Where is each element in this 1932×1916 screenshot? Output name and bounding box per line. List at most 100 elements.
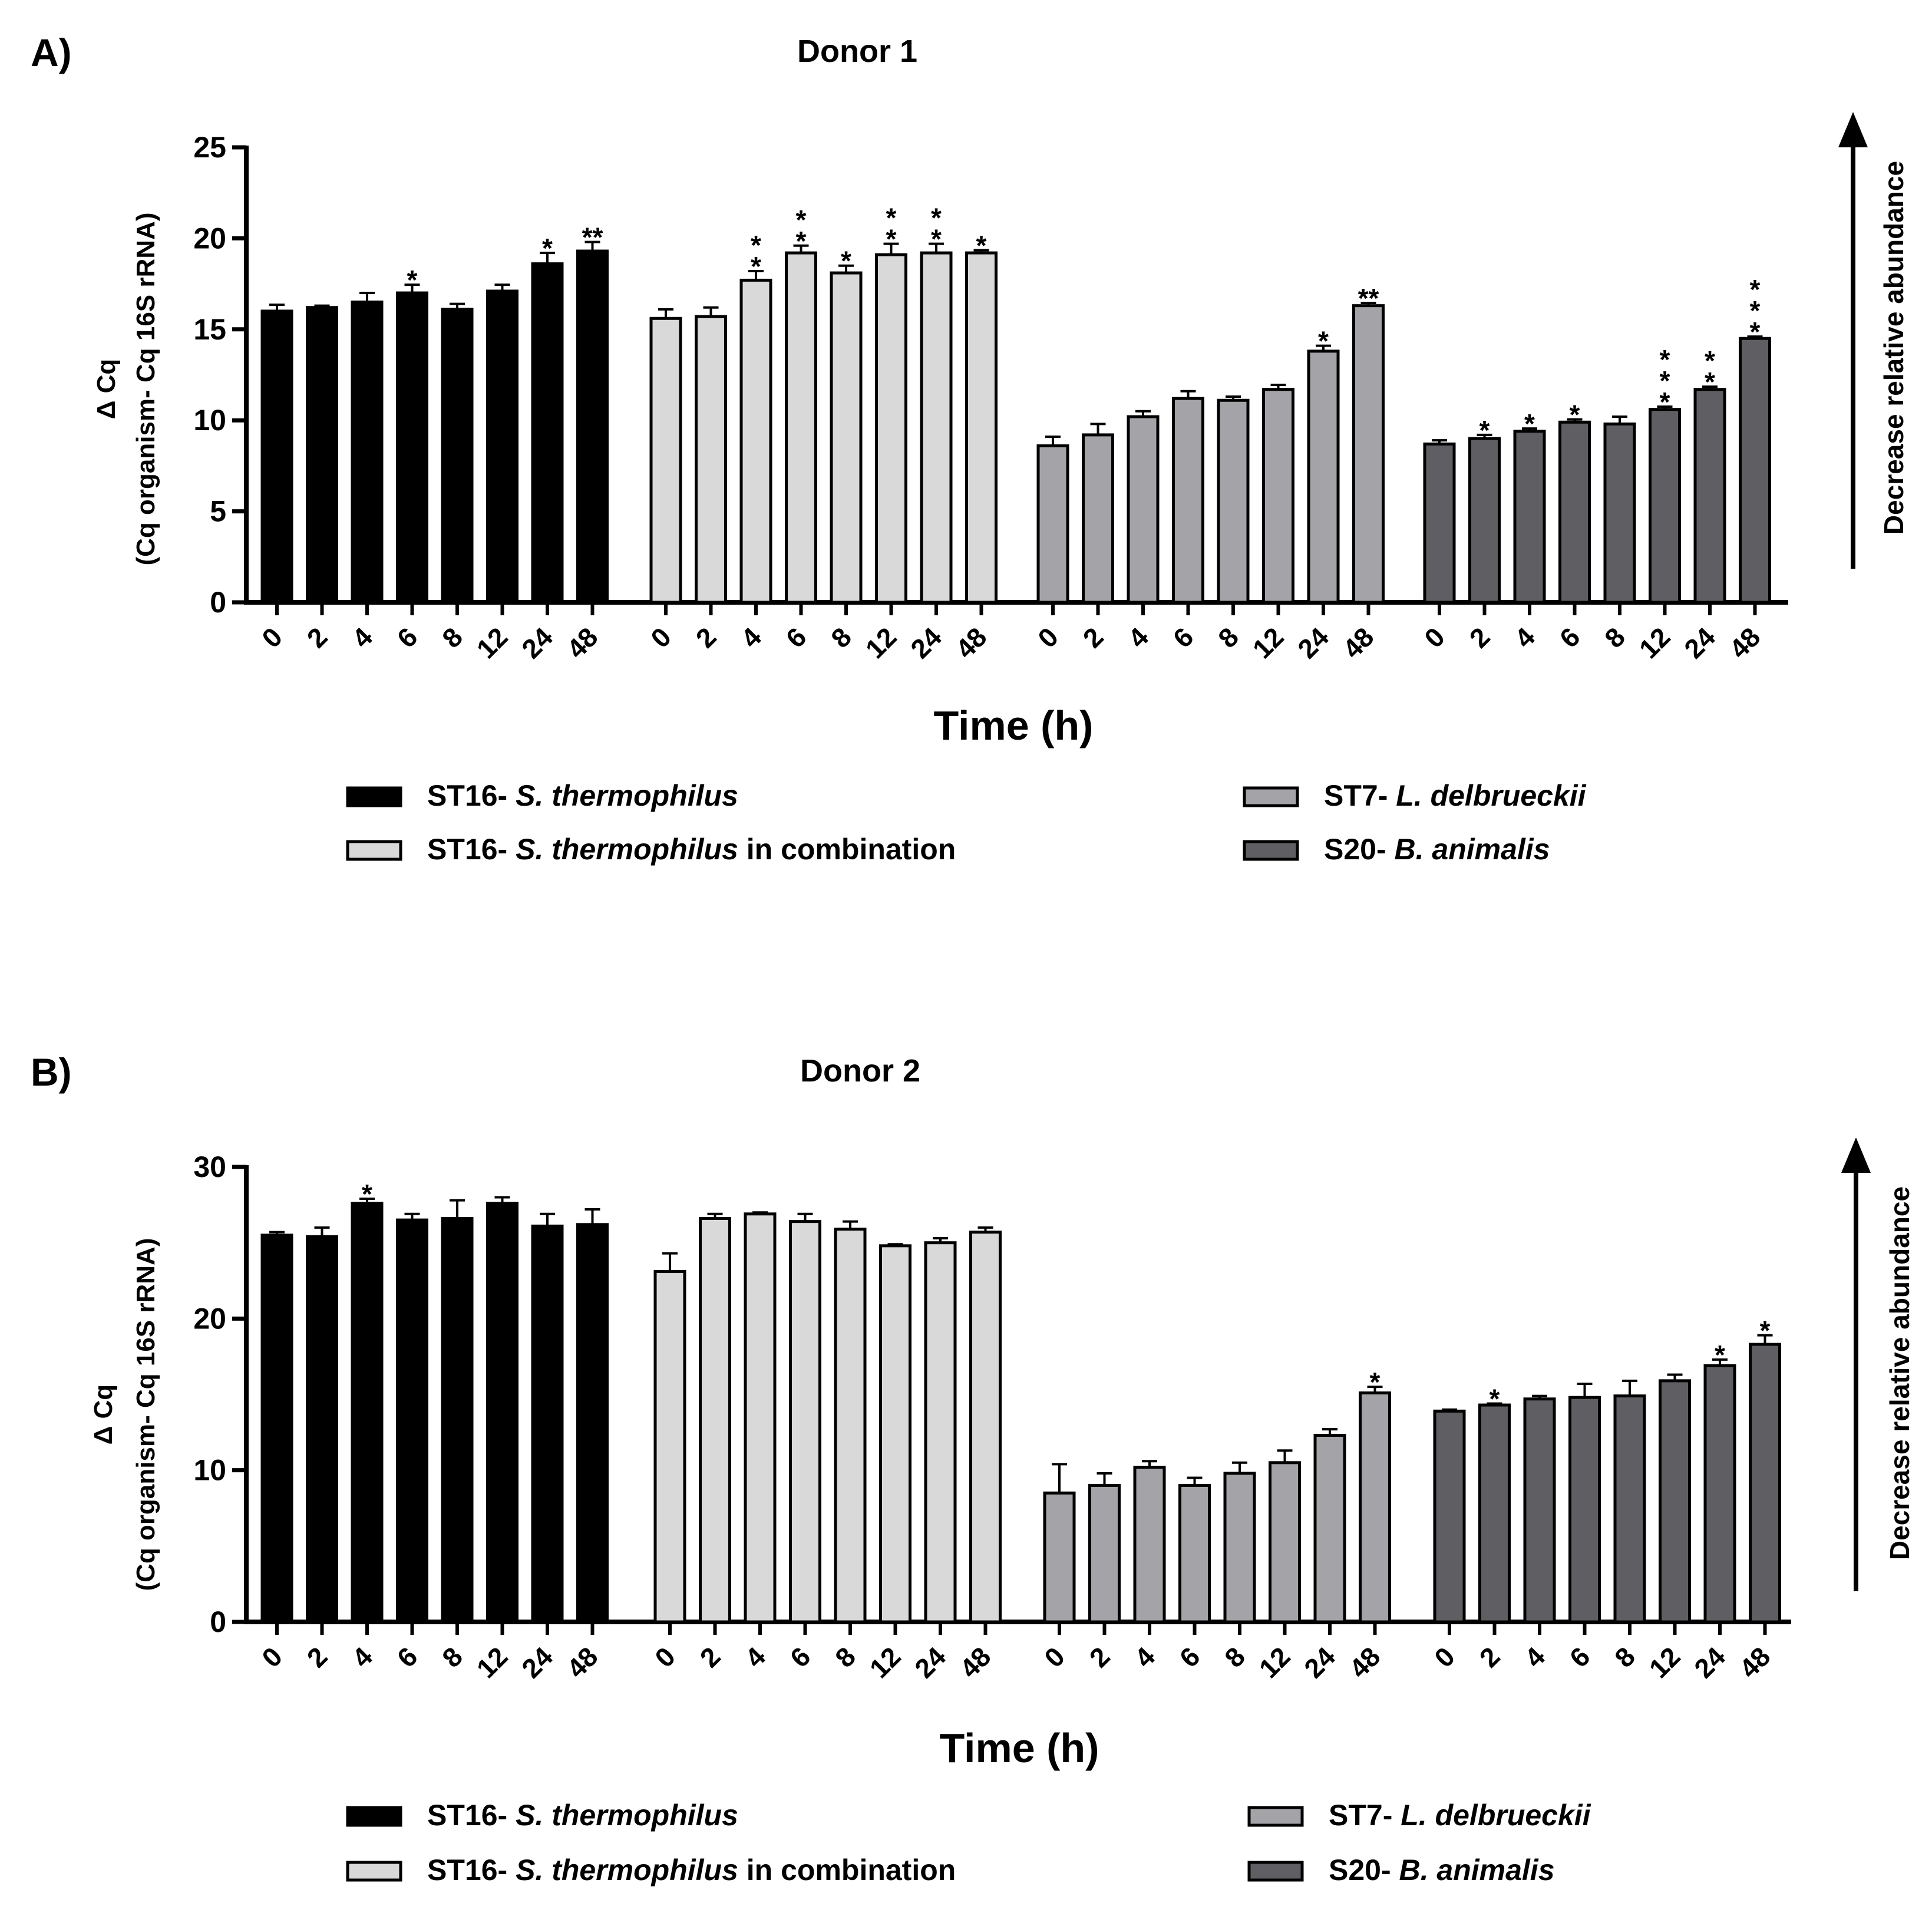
y-axis-label-line1: Δ Cq (89, 1384, 118, 1445)
significance-marker: * (931, 224, 942, 255)
bar (875, 253, 907, 604)
bar (351, 300, 384, 604)
bar (695, 315, 727, 604)
significance-marker: * (886, 203, 897, 233)
bar (306, 306, 338, 604)
bar (834, 1228, 867, 1624)
y-tick-label: 0 (210, 586, 226, 619)
legend-label-species: S. thermophilus (516, 1799, 738, 1832)
bar (351, 1202, 384, 1624)
bar (1659, 1379, 1691, 1624)
panel-title: Donor 1 (797, 34, 917, 69)
y-tick-label: 15 (193, 313, 226, 346)
bar (260, 309, 293, 604)
legend-label-species: S. thermophilus (516, 1854, 738, 1887)
y-tick-label: 30 (193, 1150, 226, 1183)
legend-label-species: B. animalis (1399, 1854, 1555, 1887)
bars: ** ** ********* ***** * ********* (260, 203, 1771, 604)
bar (1603, 422, 1636, 604)
significance-marker: * (841, 246, 851, 276)
legend-label-prefix: ST16- (427, 779, 516, 812)
bars: * * * * * (260, 1179, 1781, 1624)
bar (699, 1216, 731, 1624)
significance-marker: * (1660, 387, 1670, 417)
y-tick-label: 20 (193, 1302, 226, 1335)
bar (1468, 437, 1501, 604)
bar (441, 1216, 474, 1624)
bar (1313, 1433, 1346, 1624)
panel-a: A) Donor 1 Δ Cq (Cq organism- Cq 16S rRN… (31, 31, 1909, 866)
significance-marker: * (886, 224, 897, 255)
bar (1423, 442, 1456, 604)
x-axis-label: Time (h) (934, 703, 1094, 748)
bar (1523, 1397, 1556, 1624)
legend-swatch (1243, 786, 1299, 807)
legend-label: ST16- S. thermophilus (427, 779, 738, 812)
x-axis-label: Time (h) (940, 1725, 1099, 1771)
bar (1739, 337, 1771, 604)
bar (1133, 1466, 1166, 1624)
legend-label-prefix: ST16- (427, 1799, 516, 1832)
bar (396, 291, 428, 604)
bar (1307, 349, 1340, 604)
significance-marker: * (796, 205, 807, 235)
bar (1749, 1343, 1781, 1624)
y-tick-label: 25 (193, 131, 226, 164)
significance-marker: * (1750, 316, 1761, 347)
bar (576, 1223, 609, 1624)
bar (1178, 1483, 1211, 1624)
bar (1649, 408, 1681, 604)
bar (739, 278, 772, 604)
bar (396, 1218, 428, 1624)
panel-title: Donor 2 (800, 1053, 920, 1089)
bar (531, 1224, 564, 1624)
significance-marker: * (542, 233, 553, 263)
bar (744, 1212, 777, 1624)
significance-marker: * (1705, 367, 1715, 397)
significance-marker: * (1479, 415, 1490, 446)
legend-label-species: S. thermophilus (516, 833, 738, 866)
significance-marker: * (751, 230, 761, 260)
significance-marker: * (1660, 365, 1670, 396)
significance-marker: * (796, 226, 807, 256)
bar (531, 262, 564, 604)
significance-marker: * (931, 203, 942, 233)
legend-swatch (1243, 840, 1299, 861)
legend-label-species: L. delbrueckii (1396, 779, 1586, 812)
bar (1693, 388, 1726, 604)
significance-marker: * (1660, 344, 1670, 375)
legend-label-suffix: in combination (738, 833, 956, 866)
y-axis-label-line1: Δ Cq (92, 359, 121, 420)
bar (1172, 397, 1204, 604)
y-tick-label: 5 (210, 495, 226, 528)
significance-marker: * (1750, 295, 1761, 326)
bar (1558, 420, 1591, 604)
bar (486, 289, 518, 604)
bar (1513, 430, 1546, 604)
legend-swatch (1247, 1806, 1304, 1827)
significance-marker: * (1750, 274, 1761, 305)
bar (1478, 1403, 1511, 1624)
direction-arrow (1838, 112, 1868, 569)
significance-marker: * (1370, 1367, 1381, 1397)
y-axis-label-line2: (Cq organism- Cq 16S rRNA) (131, 1238, 160, 1591)
legend-label-prefix: ST16- (427, 833, 516, 866)
bar (1223, 1472, 1256, 1624)
legend-label: ST7- L. delbrueckii (1329, 1799, 1591, 1832)
bar (965, 251, 998, 604)
bar (1043, 1491, 1076, 1624)
legend-swatch (346, 1806, 402, 1827)
bar (1352, 304, 1385, 604)
y-tick-label: 0 (210, 1605, 226, 1638)
significance-marker: ** (582, 222, 603, 253)
bar (576, 249, 609, 604)
bar (1082, 433, 1114, 604)
significance-marker: * (976, 230, 987, 260)
panel-b: B) Donor 2 Δ Cq (Cq organism- Cq 16S rRN… (31, 1050, 1915, 1887)
legend-label-species: L. delbrueckii (1401, 1799, 1591, 1832)
bar (1359, 1391, 1391, 1624)
bar (306, 1235, 338, 1624)
legend-label-species: S. thermophilus (516, 779, 738, 812)
